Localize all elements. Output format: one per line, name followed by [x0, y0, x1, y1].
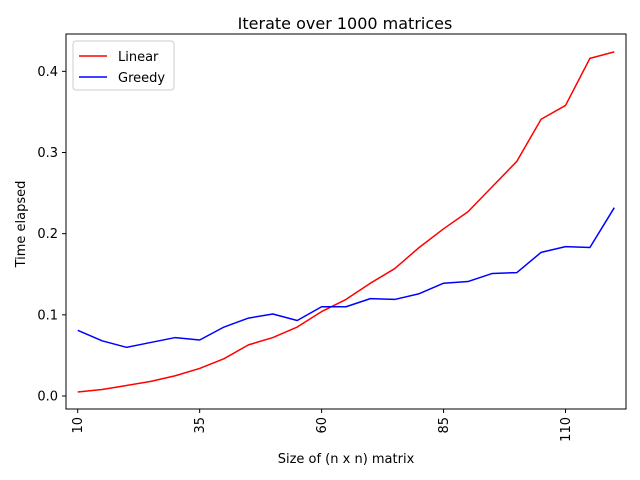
chart-title: Iterate over 1000 matrices — [238, 14, 453, 33]
y-axis: 0.0 0.1 0.2 0.3 0.4 — [37, 65, 66, 405]
y-tick-label: 0.1 — [37, 308, 58, 323]
x-axis-label: Size of (n x n) matrix — [278, 452, 415, 467]
y-tick-label: 0.3 — [37, 146, 58, 161]
x-tick-label: 85 — [437, 417, 452, 434]
y-tick-label: 0.0 — [37, 390, 58, 405]
series-line-linear — [77, 51, 615, 393]
legend-label-linear: Linear — [118, 50, 159, 65]
x-axis: 10 35 60 85 110 — [71, 409, 574, 442]
x-tick-label: 60 — [315, 417, 330, 434]
x-tick-label: 10 — [71, 417, 86, 434]
x-tick-label: 110 — [559, 417, 574, 442]
y-axis-label: Time elapsed — [14, 181, 29, 269]
series-line-greedy — [77, 207, 615, 349]
x-tick-label: 35 — [193, 417, 208, 434]
legend-label-greedy: Greedy — [118, 71, 165, 86]
legend: Linear Greedy — [72, 40, 175, 91]
series-layer — [77, 51, 615, 393]
y-tick-label: 0.2 — [37, 227, 58, 242]
y-tick-label: 0.4 — [37, 65, 58, 80]
plot-frame — [65, 33, 627, 410]
